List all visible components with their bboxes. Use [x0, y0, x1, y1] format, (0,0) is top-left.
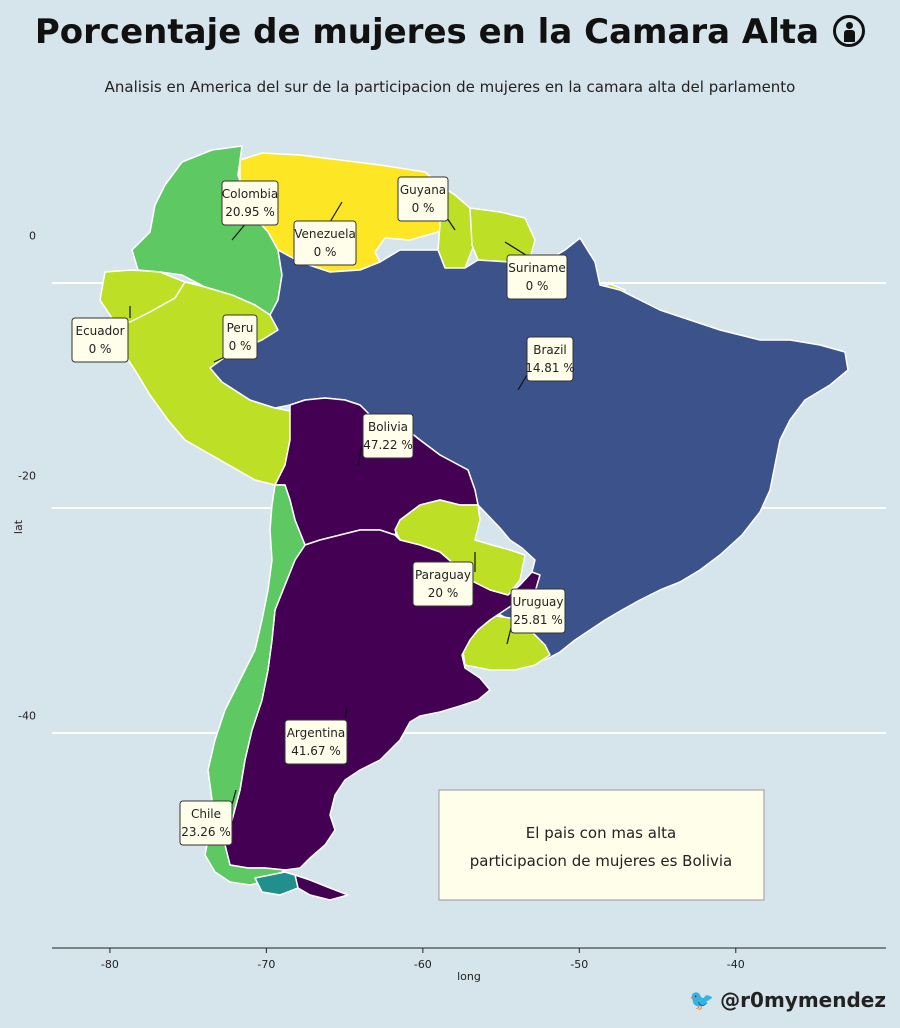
label-country-value: 47.22 %: [363, 438, 413, 452]
label-country-value: 0 %: [314, 245, 337, 259]
label-country-value: 0 %: [229, 339, 252, 353]
country-label-argentina: Argentina 41.67 %: [284, 719, 348, 765]
x-tick-label: -60: [414, 958, 432, 971]
label-country-name: Chile: [191, 807, 221, 821]
title-text: Porcentaje de mujeres en la Camara Alta: [34, 12, 820, 52]
label-country-name: Uruguay: [513, 595, 564, 609]
label-country-name: Guyana: [400, 183, 446, 197]
label-country-value: 0 %: [412, 201, 435, 215]
label-box: [221, 180, 279, 226]
label-box: [510, 588, 566, 634]
label-box: [71, 317, 129, 363]
country-label-venezuela: Venezuela 0 %: [293, 220, 357, 266]
note-line-2: participacion de mujeres es Bolivia: [470, 852, 732, 870]
label-country-name: Paraguay: [415, 568, 471, 582]
country-label-peru: Peru 0 %: [222, 314, 258, 360]
label-country-value: 0 %: [526, 279, 549, 293]
label-country-value: 14.81 %: [525, 361, 575, 375]
y-tick-label: -20: [18, 469, 36, 482]
label-box: [293, 220, 357, 266]
country-label-uruguay: Uruguay 25.81 %: [510, 588, 566, 634]
country-label-chile: Chile 23.26 %: [179, 800, 233, 846]
credit-handle: @r0mymendez: [720, 988, 886, 1012]
label-box: [397, 176, 449, 222]
country-label-paraguay: Paraguay 20 %: [412, 561, 474, 607]
label-country-value: 20.95 %: [225, 205, 275, 219]
countries-layer: [99, 145, 849, 901]
note-line-1: El pais con mas alta: [526, 824, 676, 842]
country-shape-tierra-argentina: [294, 874, 349, 901]
label-box: [222, 314, 258, 360]
label-country-name: Brazil: [533, 343, 567, 357]
country-shape-uruguay: [461, 614, 551, 671]
label-country-name: Argentina: [287, 726, 346, 740]
label-country-name: Suriname: [508, 261, 566, 275]
y-ticks: 0 -20 -40: [18, 229, 36, 722]
chart-subtitle: Analisis en America del sur de la partic…: [104, 78, 796, 96]
y-axis-label: lat: [12, 519, 25, 534]
label-box: [506, 254, 568, 300]
label-country-value: 20 %: [428, 586, 459, 600]
label-country-name: Ecuador: [75, 324, 124, 338]
country-shape-chile-fuego: [254, 871, 299, 896]
country-shape-suriname: [469, 207, 536, 263]
credit: 🐦 @r0mymendez: [689, 988, 886, 1012]
label-box: [179, 800, 233, 846]
x-tick-label: -80: [101, 958, 119, 971]
country-shape-chile: [204, 484, 306, 886]
country-label-colombia: Colombia 20.95 %: [221, 180, 279, 226]
label-box: [412, 561, 474, 607]
country-label-bolivia: Bolivia 47.22 %: [362, 413, 414, 459]
note-box: [438, 789, 765, 901]
label-box: [526, 336, 574, 382]
country-label-ecuador: Ecuador 0 %: [71, 317, 129, 363]
y-tick-label: 0: [29, 229, 36, 242]
label-country-value: 0 %: [89, 342, 112, 356]
label-box: [284, 719, 348, 765]
x-tick-label: -70: [257, 958, 275, 971]
label-country-name: Peru: [227, 321, 254, 335]
chart-title: Porcentaje de mujeres en la Camara Alta: [0, 12, 900, 52]
woman-icon: [833, 14, 866, 47]
bird-icon: 🐦: [689, 988, 715, 1012]
country-label-suriname: Suriname 0 %: [506, 254, 568, 300]
x-axis-label: long: [457, 970, 481, 983]
y-tick-label: -40: [18, 709, 36, 722]
x-tick-label: -50: [570, 958, 588, 971]
country-label-guyana: Guyana 0 %: [397, 176, 449, 222]
label-country-name: Venezuela: [294, 227, 356, 241]
label-country-value: 25.81 %: [513, 613, 563, 627]
label-country-name: Colombia: [222, 187, 278, 201]
label-country-value: 41.67 %: [291, 744, 341, 758]
label-country-value: 23.26 %: [181, 825, 231, 839]
x-ticks: -80 -70 -60 -50 -40: [101, 948, 745, 971]
label-box: [362, 413, 414, 459]
x-tick-label: -40: [727, 958, 745, 971]
label-country-name: Bolivia: [368, 420, 408, 434]
country-label-brazil: Brazil 14.81 %: [525, 336, 575, 382]
